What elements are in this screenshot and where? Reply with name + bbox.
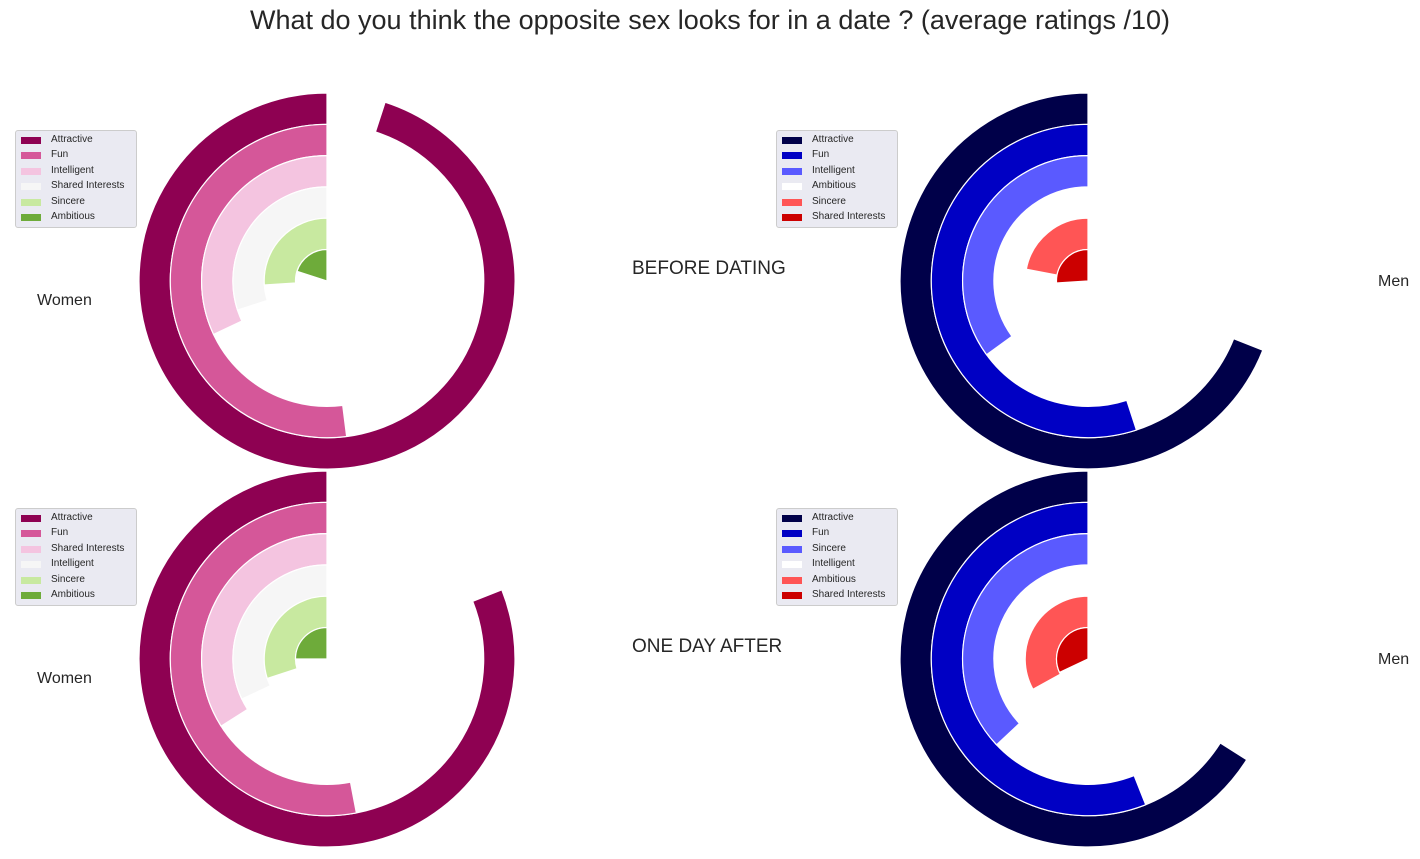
legend-label: Sincere [812, 542, 846, 554]
legend-item: Intelligent [16, 164, 136, 179]
side-label-women-after: Women [37, 670, 92, 687]
legend-label: Ambitious [51, 588, 95, 600]
radial-bar-shared-interests [1055, 248, 1089, 284]
legend-swatch [782, 576, 802, 584]
legend-swatch [782, 591, 802, 599]
radial-chart-3 [899, 470, 1248, 848]
legend-item: Attractive [777, 133, 897, 148]
legend-item: Sincere [777, 542, 897, 557]
legend-swatch [21, 530, 41, 538]
radial-bar-intelligent [962, 154, 1089, 356]
legend-women-after: Attractive Fun Shared Interests Intelligent… [15, 508, 137, 607]
legend-label: Fun [812, 149, 830, 161]
legend-label: Shared Interests [51, 542, 125, 554]
radial-chart-0 [138, 92, 516, 470]
legend-label: Intelligent [812, 164, 855, 176]
radial-bar-ambitious [296, 248, 328, 282]
legend-label: Sincere [51, 195, 85, 207]
legend-swatch [782, 137, 802, 144]
legend-item: Attractive [777, 511, 897, 526]
legend-label: Shared Interests [812, 210, 886, 222]
legend-item: Shared Interests [777, 210, 897, 225]
legend-swatch [21, 167, 41, 175]
radial-chart-2 [138, 470, 516, 848]
legend-item: Shared Interests [16, 179, 136, 194]
legend-label: Attractive [51, 134, 93, 145]
legend-swatch [21, 591, 41, 599]
legend-swatch [21, 183, 41, 191]
legend-item: Sincere [16, 573, 136, 588]
legend-item: Fun [777, 148, 897, 163]
legend-swatch [782, 183, 802, 191]
legend-item: Attractive [16, 511, 136, 526]
chart-title: What do you think the opposite sex looks… [249, 5, 1171, 35]
legend-swatch [21, 198, 41, 206]
row-label-before: BEFORE DATING [632, 258, 786, 279]
legend-swatch [21, 576, 41, 584]
legend-label: Attractive [812, 512, 854, 523]
legend-label: Fun [51, 149, 69, 161]
legend-swatch [21, 515, 41, 522]
radial-bar-sincere [962, 532, 1089, 746]
legend-swatch [21, 152, 41, 160]
legend-item: Ambitious [777, 573, 897, 588]
row-label-after: ONE DAY AFTER [632, 636, 783, 657]
legend-swatch [21, 137, 41, 144]
legend-label: Ambitious [51, 210, 95, 222]
legend-swatch [21, 213, 41, 221]
legend-label: Intelligent [51, 558, 94, 570]
legend-item: Attractive [16, 133, 136, 148]
legend-label: Fun [51, 527, 69, 539]
legend-swatch [782, 515, 802, 522]
legend-label: Shared Interests [812, 588, 886, 600]
legend-swatch [21, 561, 41, 569]
legend-item: Ambitious [16, 210, 136, 225]
side-label-men-after: Men [1378, 651, 1410, 668]
legend-item: Fun [16, 526, 136, 541]
legend-label: Sincere [812, 195, 846, 207]
legend-item: Ambitious [777, 179, 897, 194]
legend-swatch [782, 561, 802, 569]
legend-label: Attractive [51, 512, 93, 523]
legend-swatch [782, 213, 802, 221]
legend-item: Intelligent [777, 557, 897, 572]
legend-label: Shared Interests [51, 180, 125, 192]
legend-swatch [782, 530, 802, 538]
legend-item: Shared Interests [777, 588, 897, 603]
legend-swatch [21, 545, 41, 553]
legend-item: Sincere [777, 195, 897, 210]
legend-item: Shared Interests [16, 542, 136, 557]
legend-women-before: Attractive Fun Intelligent Shared Interests… [15, 130, 137, 229]
legend-swatch [782, 545, 802, 553]
legend-item: Intelligent [777, 164, 897, 179]
radial-chart-1 [899, 92, 1264, 470]
legend-label: Ambitious [812, 180, 856, 192]
legend-men-before: Attractive Fun Intelligent Ambitious Sincere… [776, 130, 898, 229]
side-label-women-before: Women [37, 292, 92, 309]
legend-item: Ambitious [16, 588, 136, 603]
radial-bar-shared-interests [1055, 626, 1089, 674]
legend-item: Fun [777, 526, 897, 541]
legend-swatch [782, 152, 802, 160]
radial-bar-ambitious [294, 626, 328, 660]
legend-item: Sincere [16, 195, 136, 210]
legend-item: Intelligent [16, 557, 136, 572]
legend-label: Fun [812, 527, 830, 539]
legend-swatch [782, 198, 802, 206]
legend-swatch [782, 167, 802, 175]
legend-label: Ambitious [812, 573, 856, 585]
legend-label: Intelligent [812, 558, 855, 570]
side-label-men-before: Men [1378, 273, 1410, 290]
legend-label: Intelligent [51, 164, 94, 176]
legend-men-after: Attractive Fun Sincere Intelligent Ambitious… [776, 508, 898, 607]
legend-item: Fun [16, 148, 136, 163]
legend-label: Sincere [51, 573, 85, 585]
legend-label: Attractive [812, 134, 854, 145]
